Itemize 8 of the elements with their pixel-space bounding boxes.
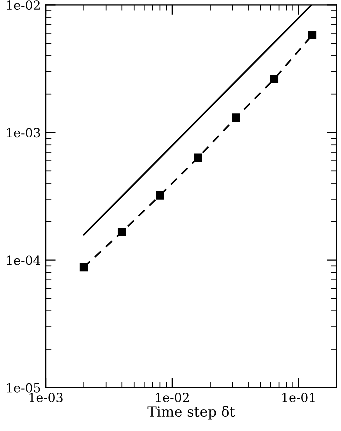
y-tick-label: 1e-05: [7, 383, 40, 393]
y-tick-label: 1e-03: [7, 128, 40, 138]
y-tick-label: 1e-04: [7, 256, 41, 266]
x-tick-label: 1e-01: [282, 392, 315, 402]
y-tick-label: 1e-02: [7, 0, 40, 10]
x-axis-title: Time step δt: [148, 406, 236, 420]
x-tick-label: 1e-02: [156, 392, 189, 402]
x-tick-label: 1e-03: [30, 392, 63, 402]
